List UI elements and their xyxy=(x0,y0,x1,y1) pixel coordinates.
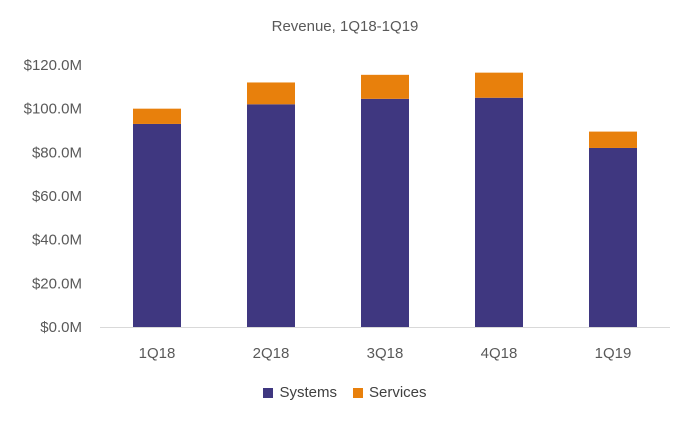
x-tick-label: 2Q18 xyxy=(253,345,290,362)
x-tick-label: 1Q19 xyxy=(595,345,632,362)
bar-services-2q18 xyxy=(247,82,295,105)
y-tick-label: $120.0M xyxy=(24,57,82,74)
bar-systems-1q18 xyxy=(133,123,181,327)
x-tick-label: 4Q18 xyxy=(481,345,518,362)
bar-services-3q18 xyxy=(361,74,409,99)
legend-label-services: Services xyxy=(368,384,427,401)
legend: Systems Services xyxy=(0,384,690,401)
legend-swatch-services xyxy=(352,387,363,398)
bar-systems-4q18 xyxy=(475,97,523,327)
y-tick-label: $0.0M xyxy=(40,319,82,336)
y-tick-label: $80.0M xyxy=(32,144,82,161)
bar-services-1q18 xyxy=(133,108,181,124)
bar-systems-2q18 xyxy=(247,104,295,327)
x-tick-label: 3Q18 xyxy=(367,345,404,362)
legend-label-systems: Systems xyxy=(279,384,337,401)
y-tick-label: $40.0M xyxy=(32,232,82,249)
bar-services-1q19 xyxy=(589,131,637,148)
chart-title: Revenue, 1Q18-1Q19 xyxy=(271,18,419,35)
legend-swatch-systems xyxy=(263,387,274,398)
y-tick-label: $100.0M xyxy=(24,101,82,118)
bar-services-4q18 xyxy=(475,72,523,98)
x-tick-label: 1Q18 xyxy=(139,345,176,362)
bar-systems-1q19 xyxy=(589,147,637,327)
y-tick-label: $20.0M xyxy=(32,275,82,292)
legend-item-systems: Systems xyxy=(263,384,337,401)
y-tick-label: $60.0M xyxy=(32,188,82,205)
legend-item-services: Services xyxy=(352,384,427,401)
bar-systems-3q18 xyxy=(361,98,409,327)
